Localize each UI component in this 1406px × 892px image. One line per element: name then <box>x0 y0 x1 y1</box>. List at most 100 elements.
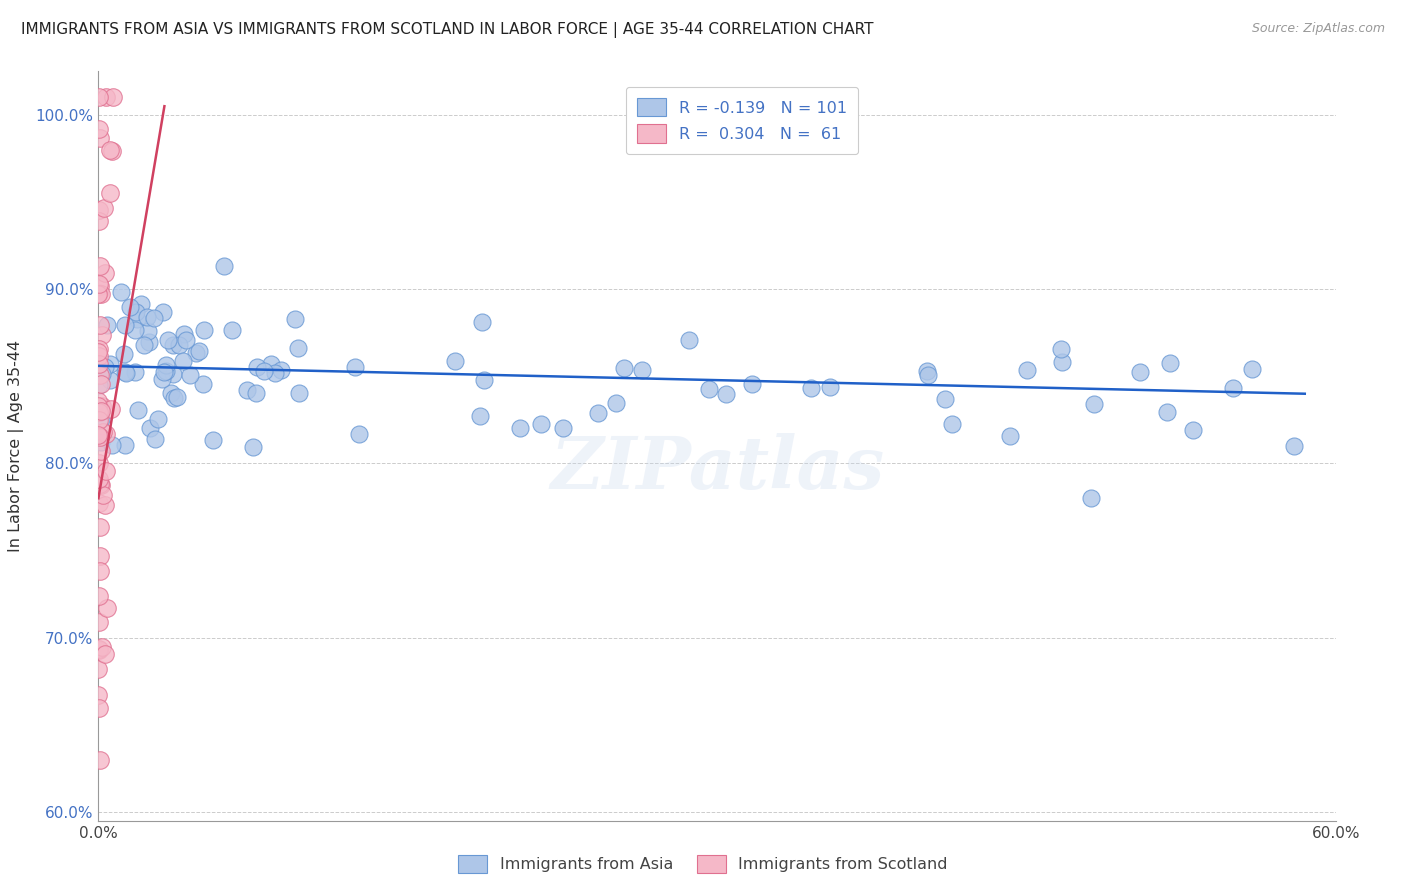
Point <box>94 427 117 442</box>
Point <box>89 549 111 563</box>
Point <box>142 310 165 325</box>
Point <box>93 359 115 374</box>
Point <box>221 323 243 337</box>
Point <box>89 520 111 534</box>
Point <box>89 401 111 416</box>
Point <box>87 472 110 486</box>
Point <box>87 378 110 392</box>
Point <box>162 367 184 381</box>
Point <box>93 647 115 661</box>
Point <box>87 344 110 359</box>
Point <box>89 357 111 371</box>
Legend: R = -0.139   N = 101, R =  0.304   N =  61: R = -0.139 N = 101, R = 0.304 N = 61 <box>626 87 858 154</box>
Point <box>101 90 124 104</box>
Point <box>246 360 269 375</box>
Point <box>152 305 174 319</box>
Point <box>89 259 111 273</box>
Point <box>167 338 190 352</box>
Point <box>1080 491 1102 506</box>
Point <box>110 285 132 299</box>
Point <box>143 432 166 446</box>
Point <box>93 201 115 215</box>
Point <box>87 394 110 409</box>
Point <box>1050 342 1073 356</box>
Point <box>998 428 1021 442</box>
Point <box>1282 440 1305 454</box>
Point <box>173 326 195 341</box>
Point <box>818 380 841 394</box>
Point <box>101 144 124 158</box>
Point <box>89 753 111 767</box>
Point <box>124 323 146 337</box>
Point <box>471 315 494 329</box>
Point <box>94 498 117 512</box>
Point <box>98 357 121 371</box>
Point <box>697 382 720 396</box>
Point <box>96 600 118 615</box>
Point <box>530 417 553 431</box>
Point <box>87 277 110 291</box>
Point <box>172 353 194 368</box>
Text: Source: ZipAtlas.com: Source: ZipAtlas.com <box>1251 22 1385 36</box>
Point <box>89 477 111 491</box>
Point <box>87 428 110 442</box>
Point <box>87 457 110 471</box>
Point <box>89 214 111 228</box>
Point <box>90 327 112 342</box>
Point <box>100 437 122 451</box>
Point <box>1083 397 1105 411</box>
Point <box>253 364 276 378</box>
Point <box>1182 423 1205 437</box>
Point <box>444 354 467 368</box>
Point <box>89 131 111 145</box>
Point <box>124 365 146 379</box>
Point <box>174 333 197 347</box>
Point <box>100 373 122 387</box>
Point <box>1129 365 1152 379</box>
Point <box>1050 355 1073 369</box>
Point <box>156 333 179 347</box>
Point <box>87 642 110 657</box>
Point <box>284 312 307 326</box>
Point <box>202 434 225 448</box>
Point <box>263 366 285 380</box>
Point <box>89 404 111 418</box>
Point <box>90 403 112 417</box>
Point <box>87 662 110 676</box>
Point <box>193 376 215 391</box>
Point <box>90 286 112 301</box>
Point <box>90 478 112 492</box>
Point <box>242 440 264 454</box>
Point <box>153 365 176 379</box>
Point <box>89 368 111 383</box>
Point <box>150 372 173 386</box>
Point <box>1159 356 1181 370</box>
Point <box>87 701 110 715</box>
Point <box>114 365 136 379</box>
Point <box>96 90 118 104</box>
Point <box>1222 381 1244 395</box>
Point <box>586 406 609 420</box>
Point <box>125 312 148 326</box>
Point <box>741 376 763 391</box>
Point <box>287 341 309 355</box>
Point <box>1015 363 1038 377</box>
Point <box>87 122 110 136</box>
Point <box>87 286 110 301</box>
Point <box>90 412 112 426</box>
Point <box>630 363 652 377</box>
Point <box>136 324 159 338</box>
Point <box>98 186 121 200</box>
Point <box>91 640 114 655</box>
Point <box>245 386 267 401</box>
Point <box>87 342 110 356</box>
Point <box>87 203 110 218</box>
Y-axis label: In Labor Force | Age 35-44: In Labor Force | Age 35-44 <box>8 340 24 552</box>
Point <box>347 426 370 441</box>
Legend: Immigrants from Asia, Immigrants from Scotland: Immigrants from Asia, Immigrants from Sc… <box>451 848 955 880</box>
Point <box>605 396 627 410</box>
Point <box>89 90 111 104</box>
Point <box>1156 404 1178 418</box>
Point <box>551 420 574 434</box>
Point <box>89 496 111 510</box>
